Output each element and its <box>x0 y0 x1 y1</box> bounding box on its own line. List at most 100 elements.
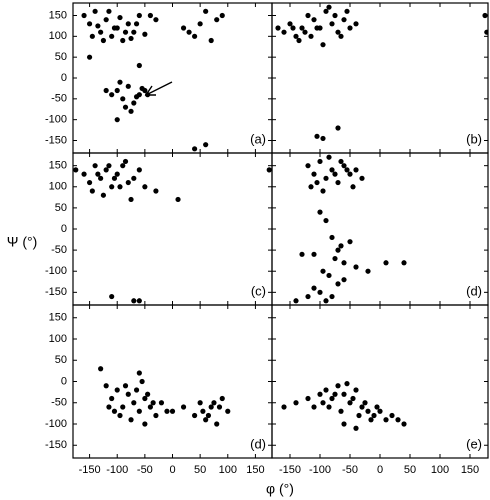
panel: (b) <box>271 2 489 154</box>
point <box>320 268 326 274</box>
point <box>341 391 347 397</box>
point <box>125 83 131 89</box>
point <box>103 167 109 173</box>
y-axis-label: Ψ (°) <box>7 234 38 250</box>
x-tick-label: 0 <box>169 464 175 476</box>
y-tick-label: -150 <box>45 439 67 451</box>
point <box>100 192 107 198</box>
point <box>117 412 123 419</box>
point <box>205 412 212 419</box>
point <box>290 25 296 31</box>
y-tick-label: -50 <box>51 244 67 256</box>
point <box>338 408 344 414</box>
panel-frame <box>271 304 489 459</box>
x-tick-label: -50 <box>342 464 358 476</box>
x-tick-label: -100 <box>106 464 128 476</box>
points <box>98 366 231 427</box>
point <box>311 404 317 410</box>
point <box>192 146 198 152</box>
point <box>147 12 153 19</box>
point <box>142 421 148 427</box>
point <box>341 421 347 427</box>
point <box>281 404 287 410</box>
point <box>329 293 335 300</box>
point <box>203 417 209 423</box>
panel-label: (d) <box>466 283 482 298</box>
point <box>106 404 112 410</box>
point <box>98 175 104 181</box>
point <box>147 404 153 410</box>
point <box>186 29 192 35</box>
point <box>365 268 371 274</box>
point <box>305 163 311 169</box>
point <box>341 277 347 283</box>
point <box>180 25 187 31</box>
point <box>359 175 365 181</box>
point <box>122 158 129 165</box>
point <box>117 184 123 190</box>
point <box>356 412 362 419</box>
points <box>281 381 407 431</box>
point <box>482 12 488 19</box>
point <box>81 171 87 177</box>
point <box>106 163 112 169</box>
point <box>73 167 79 173</box>
point <box>203 8 209 14</box>
point <box>133 387 140 393</box>
point <box>323 298 329 304</box>
point <box>142 184 148 190</box>
point <box>136 408 142 414</box>
point <box>305 12 311 19</box>
point <box>383 417 389 423</box>
point <box>109 395 115 402</box>
point <box>347 239 353 245</box>
y-tick-label: 0 <box>61 223 67 235</box>
point <box>122 104 129 110</box>
panel-frame <box>72 152 273 306</box>
point <box>142 31 148 37</box>
point <box>131 175 137 181</box>
point <box>401 260 407 266</box>
point <box>317 391 323 397</box>
point <box>128 35 134 42</box>
point <box>320 400 326 406</box>
panel: -150 -100 -50 0 50 100 150 (c) <box>45 152 273 306</box>
panel-frame <box>72 304 273 459</box>
point <box>353 21 359 27</box>
point <box>314 133 320 139</box>
point <box>219 12 225 19</box>
point <box>114 387 120 393</box>
point <box>109 184 115 190</box>
point <box>133 21 140 27</box>
point <box>329 234 335 241</box>
point <box>203 142 209 148</box>
point <box>117 79 123 85</box>
panel: -150 -100 -50 0 50 100 150 (e) <box>271 304 489 476</box>
point <box>353 264 359 270</box>
point <box>335 29 341 35</box>
point <box>111 175 118 181</box>
panel: -150 -100 -50 0 50 100 150 (a) <box>45 2 273 154</box>
point <box>365 408 371 414</box>
x-tick-label: 150 <box>246 464 264 476</box>
point <box>120 37 126 44</box>
point <box>317 289 323 295</box>
point <box>362 400 368 406</box>
point <box>192 33 198 39</box>
point <box>114 117 120 123</box>
point <box>335 281 341 287</box>
point <box>208 37 214 44</box>
point <box>153 188 159 194</box>
point <box>344 167 350 173</box>
point <box>299 251 305 257</box>
panel-label: (b) <box>466 131 482 146</box>
point <box>145 391 151 397</box>
y-tick-label: -100 <box>45 114 67 126</box>
panel-label: (c) <box>251 283 266 298</box>
x-tick-label: 150 <box>461 464 479 476</box>
y-tick-label: -150 <box>45 134 67 146</box>
x-tick-label: -150 <box>79 464 101 476</box>
point <box>311 285 317 291</box>
point <box>326 272 332 279</box>
point <box>136 62 142 69</box>
